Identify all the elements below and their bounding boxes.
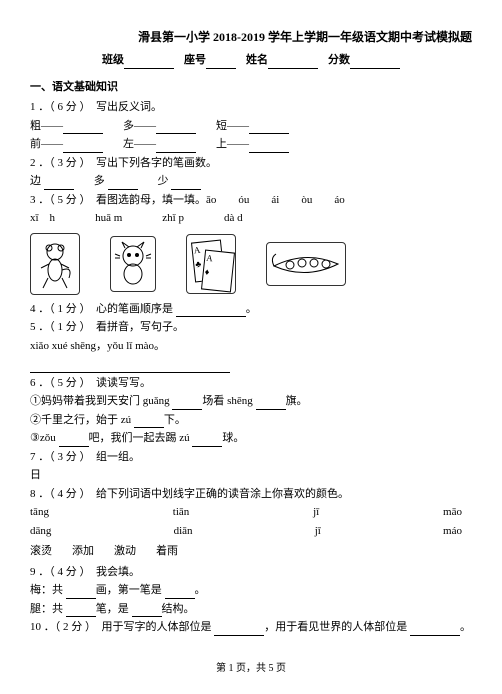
header-row: 班级 座号 姓名 分数 [30,52,472,69]
cat-icon [110,236,156,292]
page-title: 滑县第一小学 2018-2019 学年上学期一年级语文期中考试模拟题 [30,28,472,46]
q3: 3 ．（ 5 分 ） 看图选韵母，填一填。āo óu ái òu áo [30,192,472,209]
q6-2: ②千里之行，始于 zú 下。 [30,412,472,429]
q5-blank [30,356,472,373]
page-footer: 第 1 页，共 5 页 [0,661,502,676]
q3-row: xī h huā m zhǐ p dà d [30,210,472,227]
q6-3: ③zǒu 吧，我们一起去踢 zú 球。 [30,430,472,447]
section-heading: 一、语文基础知识 [30,79,472,96]
q6-1: ①妈妈带着我到天安门 guǎng 场看 shēng 旗。 [30,393,472,410]
q9: 9 ．（ 4 分 ） 我会填。 [30,564,472,581]
q2-row: 边 多 少 [30,173,472,190]
q7: 7 ．（ 3 分 ） 组一组。 [30,449,472,466]
q1-row2: 前—— 左—— 上—— [30,136,472,153]
peapod-icon [266,242,346,286]
q10: 10 ．（ 2 分 ） 用于写字的人体部位是 ，用于看见世界的人体部位是 。 [30,619,472,636]
q8-pinyin2: dāngdiānjīmáo [30,523,472,540]
q8: 8 ．（ 4 分 ） 给下列词语中划线字正确的读音涂上你喜欢的颜色。 [30,486,472,503]
q8-pinyin1: tāngtiānjīmāo [30,504,472,521]
q9-2: 腿：共 笔，是 结构。 [30,601,472,618]
q5: 5 ．（ 1 分 ） 看拼音，写句子。 [30,319,472,336]
q5-pinyin: xiǎo xué shēng，yǒu lǐ mào。 [30,338,472,355]
q8-words: 滚烫添加激动着雨 [30,543,472,560]
class-label: 班级 [102,52,124,69]
images-row: A♣ A♦ [30,233,472,295]
q1-row1: 粗—— 多—— 短—— [30,118,472,135]
q9-1: 梅：共 画，第一笔是 。 [30,582,472,599]
monkey-icon [30,233,80,295]
q7-word: 日 [30,467,472,484]
q6: 6 ．（ 5 分 ） 读读写写。 [30,375,472,392]
q4: 4 ．（ 1 分 ） 心的笔画顺序是 。 [30,301,472,318]
score-label: 分数 [328,52,350,69]
cards-icon: A♣ A♦ [186,234,236,294]
name-label: 姓名 [246,52,268,69]
q2: 2 ．（ 3 分 ） 写出下列各字的笔画数。 [30,155,472,172]
seat-label: 座号 [184,52,206,69]
q1: 1 ．（ 6 分 ） 写出反义词。 [30,99,472,116]
